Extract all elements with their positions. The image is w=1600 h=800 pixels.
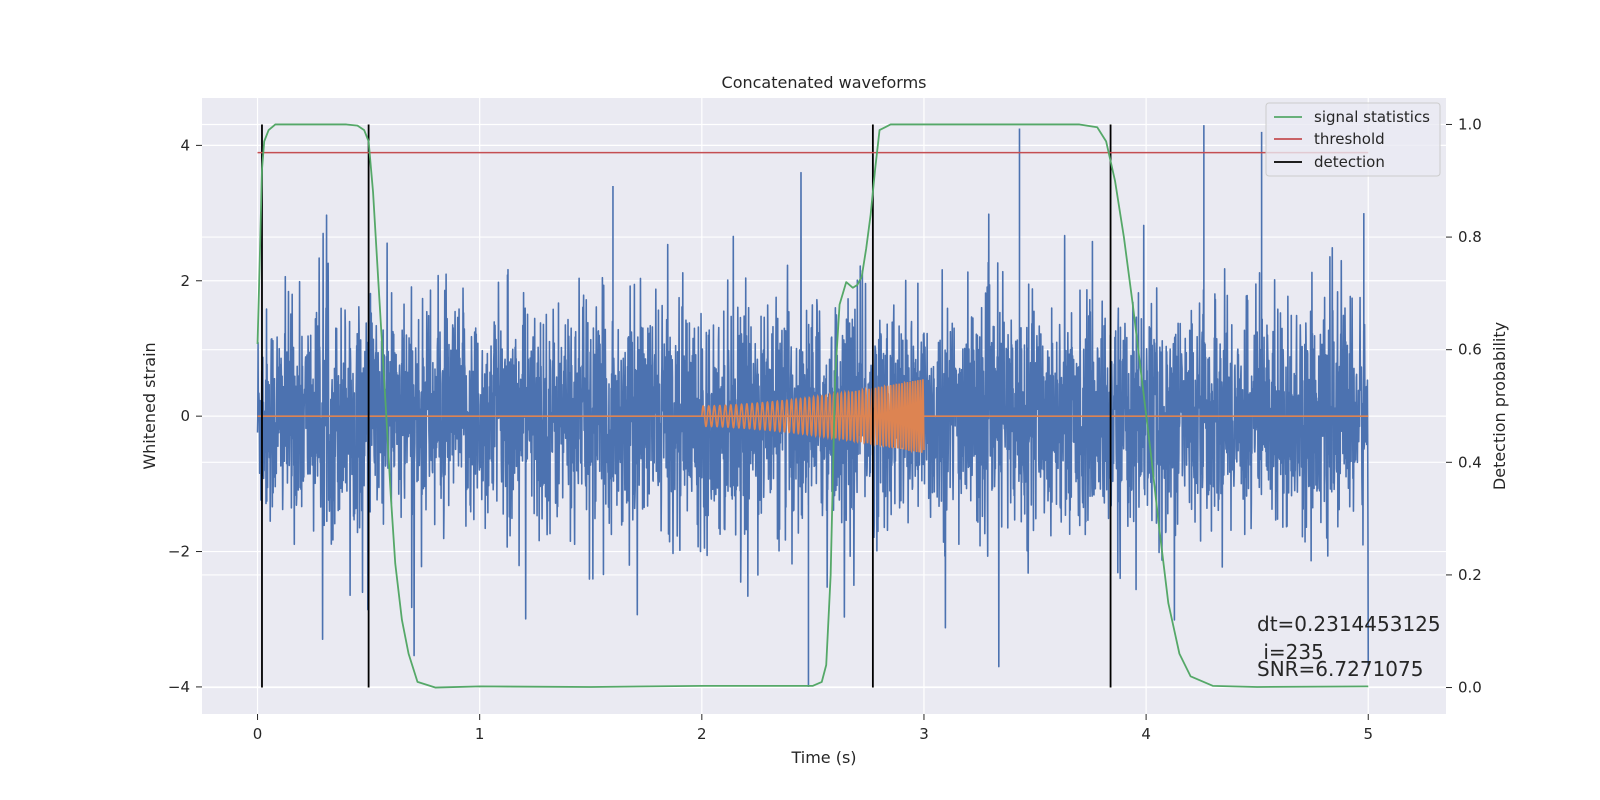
legend: signal statistics threshold detection: [1265, 102, 1441, 177]
legend-label-signal-statistics: signal statistics: [1314, 108, 1430, 126]
x-axis-ticks: 0 1 2 3 4 5: [253, 714, 1373, 743]
y2-tick-label-3: 0.6: [1458, 341, 1482, 359]
y-tick-label-1: −2: [168, 543, 190, 561]
y2-tick-label-2: 0.4: [1458, 453, 1482, 471]
y-tick-label-3: 2: [180, 272, 190, 290]
x-tick-label-4: 4: [1141, 725, 1151, 743]
chart-title: Concatenated waveforms: [722, 73, 927, 92]
plot-area: [256, 123, 1370, 689]
legend-box: [1265, 102, 1441, 177]
annotation-snr: SNR=6.7271075: [1257, 657, 1423, 681]
y-tick-label-4: 4: [180, 136, 190, 154]
y-tick-label-0: −4: [168, 678, 190, 696]
legend-label-detection: detection: [1314, 153, 1385, 171]
y-tick-label-2: 0: [180, 407, 190, 425]
x-tick-label-5: 5: [1363, 725, 1373, 743]
legend-label-threshold: threshold: [1314, 130, 1385, 148]
y2-tick-label-0: 0.0: [1458, 679, 1482, 697]
detection-lines: [261, 124, 1112, 688]
y2-tick-label-1: 0.2: [1458, 566, 1482, 584]
x-tick-label-3: 3: [919, 725, 929, 743]
x-tick-label-1: 1: [475, 725, 485, 743]
y2-tick-label-4: 0.8: [1458, 228, 1482, 246]
signal-statistics-line: [256, 123, 1369, 689]
y2-axis-label: Detection probability: [1490, 322, 1509, 490]
annotation-index: i=235: [1257, 640, 1324, 664]
noise-series-line: [256, 125, 1370, 687]
y-axis-ticks: −4 −2 0 2 4: [168, 136, 202, 696]
y2-tick-label-5: 1.0: [1458, 115, 1482, 133]
y2-axis-ticks: 0.0 0.2 0.4 0.6 0.8 1.0: [1446, 115, 1482, 697]
y-axis-label: Whitened strain: [140, 342, 159, 469]
injected-chirp-line: [701, 379, 925, 454]
x-tick-label-0: 0: [253, 725, 263, 743]
x-tick-label-2: 2: [697, 725, 707, 743]
x-axis-label: Time (s): [790, 748, 856, 767]
annotation-dt: dt=0.2314453125: [1257, 612, 1441, 636]
